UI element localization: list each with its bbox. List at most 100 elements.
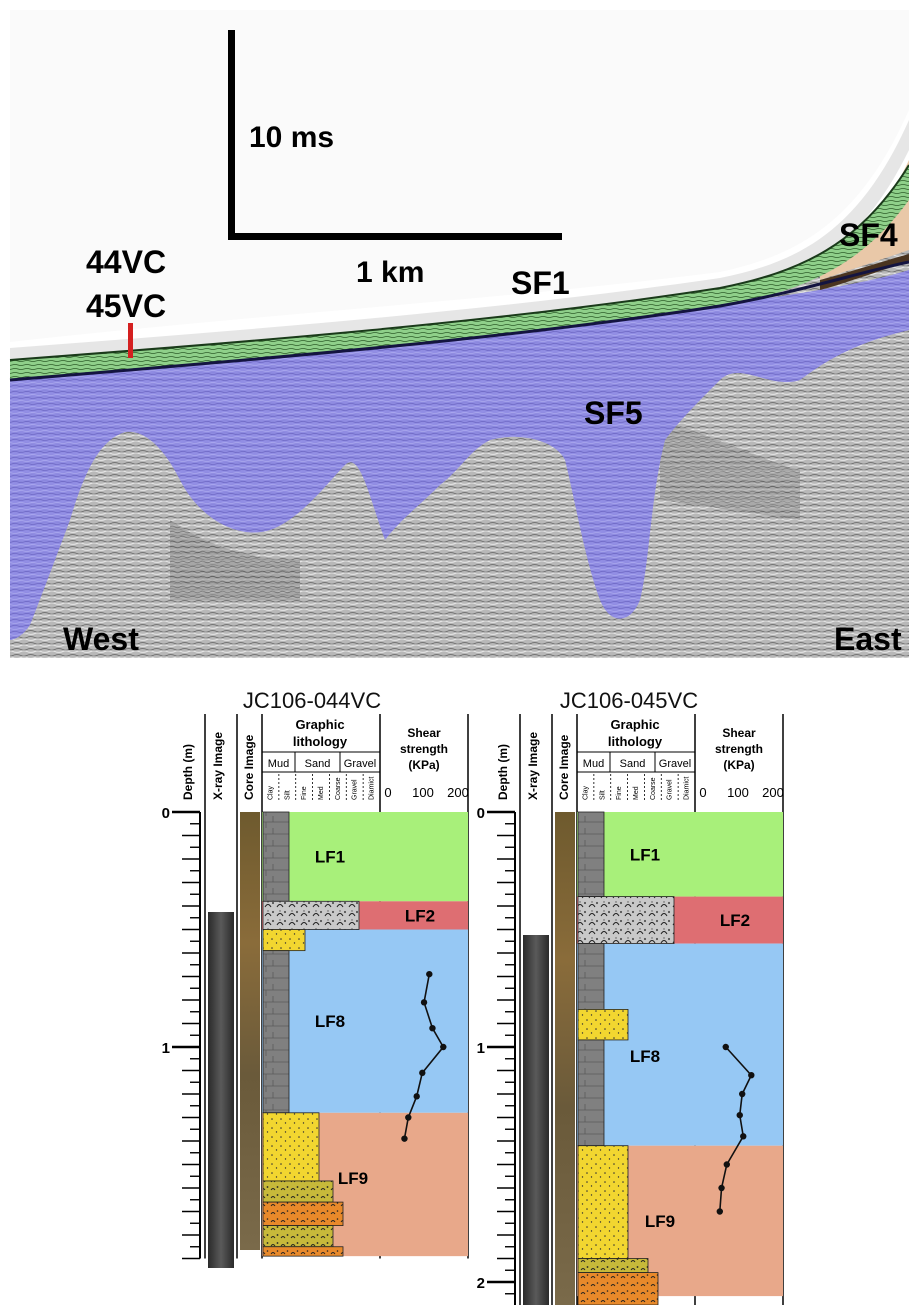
lithology-bed — [262, 1180, 334, 1203]
depth-tick-label: 2 — [477, 1275, 485, 1292]
shear-strength-point — [740, 1133, 747, 1140]
shear-strength-point — [429, 1025, 436, 1032]
core-log-044vc: JC106-044VC Depth (m) X-ray Image Core Imag… — [162, 688, 469, 1268]
seabed-haze — [10, 120, 909, 360]
shear-strength-point — [736, 1111, 743, 1119]
class-label: Coarse — [650, 777, 657, 800]
xray-image — [523, 935, 549, 1305]
shear-header-3: (KPa) — [723, 758, 754, 772]
lithology-bed — [262, 1246, 344, 1257]
shear-tick-label: 0 — [384, 785, 391, 800]
shear-tick-label: 0 — [699, 785, 706, 800]
lithofacies-label-lf2: LF2 — [405, 906, 435, 925]
distance-scale-label: 1 km — [356, 256, 424, 289]
shear-strength-point — [419, 1069, 426, 1077]
depth-header: Depth (m) — [496, 744, 510, 800]
class-label: Med — [633, 786, 640, 800]
time-scale-label: 10 ms — [249, 121, 334, 154]
lithofacies-label-lf8: LF8 — [630, 1047, 660, 1066]
shear-tick-label: 100 — [412, 785, 434, 800]
core-image — [555, 812, 575, 1305]
shear-strength-point — [723, 1161, 730, 1168]
lithofacies-label-lf8: LF8 — [315, 1012, 345, 1031]
class-label: Med — [318, 786, 325, 800]
lithology-bed — [577, 1272, 659, 1306]
lithology-bed — [577, 1258, 649, 1273]
seismic-profile: 10 ms 1 km 44VC 45VC SF1 SF4 SF5 West Ea… — [9, 10, 909, 658]
shear-tick-label: 200 — [447, 785, 469, 800]
lithofacies-label-lf1: LF1 — [315, 848, 345, 867]
lithology-header-2: lithology — [608, 734, 663, 749]
class-label: Fine — [616, 786, 623, 800]
lithology-bed — [577, 896, 675, 944]
lithology-bed — [262, 1225, 334, 1248]
lithology-bed — [262, 900, 360, 930]
shear-strength-point — [420, 999, 428, 1006]
seabed-reflector — [9, 164, 909, 361]
unit-sf1 — [10, 165, 909, 380]
core-image-header: Core Image — [242, 734, 256, 800]
class-label: Silt — [599, 790, 606, 800]
shear-header-3: (KPa) — [408, 758, 439, 772]
lithofacies-label-lf9: LF9 — [338, 1169, 368, 1188]
lithofacies-band-lf1 — [577, 812, 783, 897]
xray-header: X-ray Image — [211, 732, 225, 800]
depth-tick-label: 0 — [477, 805, 485, 822]
depth-tick-label: 1 — [477, 1040, 485, 1057]
shear-strength-point — [426, 970, 433, 978]
shear-strength-point — [401, 1135, 408, 1142]
class-label: Silt — [284, 790, 291, 800]
group-label: Gravel — [344, 758, 376, 770]
lithology-bed — [577, 1039, 605, 1147]
depth-header: Depth (m) — [181, 744, 195, 800]
shear-strength-point — [722, 1043, 729, 1051]
shear-strength-line — [719, 1046, 753, 1212]
shear-strength-point — [748, 1072, 755, 1079]
class-label: Diamict — [369, 777, 376, 800]
xray-header: X-ray Image — [526, 732, 540, 800]
unit-sf4 — [820, 160, 909, 280]
shear-header-1: Shear — [407, 726, 441, 740]
class-label: Diamict — [684, 777, 691, 800]
core-label-45vc: 45VC — [86, 288, 166, 324]
lithology-bed — [262, 1201, 344, 1226]
direction-east: East — [834, 621, 902, 657]
shear-strength-point — [440, 1043, 447, 1051]
core-image-header: Core Image — [557, 734, 571, 800]
lithology-bed — [262, 811, 290, 902]
shear-strength-point — [718, 1184, 725, 1192]
lithology-bed — [577, 811, 605, 897]
shear-tick-label: 100 — [727, 785, 749, 800]
class-label: Gravel — [352, 779, 359, 800]
group-label: Sand — [305, 758, 331, 770]
dark-reflectors-2 — [660, 420, 800, 520]
shear-strength-line — [403, 974, 445, 1139]
lithology-bed — [577, 1145, 629, 1259]
class-label: Clay — [582, 785, 589, 800]
unit-sf5 — [10, 270, 909, 640]
shear-strength-point — [405, 1114, 412, 1121]
lithology-bed — [577, 1009, 629, 1041]
lithology-bed — [577, 943, 605, 1010]
core-title: JC106-045VC — [560, 688, 698, 713]
group-label: Mud — [268, 758, 289, 770]
shear-header-2: strength — [715, 742, 763, 756]
unit-label-sf1: SF1 — [511, 265, 570, 301]
lithology-header-2: lithology — [293, 734, 348, 749]
depth-tick-label: 1 — [162, 1040, 170, 1057]
shear-header-1: Shear — [722, 726, 756, 740]
class-label: Gravel — [667, 779, 674, 800]
core-label-44vc: 44VC — [86, 244, 166, 280]
core-log-045vc: JC106-045VC Depth (m) X-ray Image Core Imag… — [477, 688, 784, 1306]
lithology-bed — [262, 1112, 320, 1182]
distance-scale-bar — [228, 233, 562, 240]
lithofacies-label-lf1: LF1 — [630, 845, 660, 864]
class-label: Coarse — [335, 777, 342, 800]
xray-image — [208, 912, 234, 1268]
lithology-bed — [262, 929, 306, 952]
core-title: JC106-044VC — [243, 688, 381, 713]
lithofacies-band-lf1 — [262, 812, 468, 902]
time-scale-bar — [228, 30, 235, 240]
shear-tick-label: 200 — [762, 785, 784, 800]
